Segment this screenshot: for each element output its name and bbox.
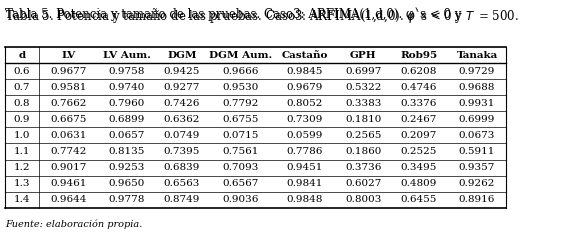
Text: 0.5322: 0.5322 (345, 83, 382, 92)
Text: 0.6455: 0.6455 (400, 195, 437, 204)
Text: 0.9778: 0.9778 (108, 195, 145, 204)
Text: 0.7786: 0.7786 (287, 147, 323, 156)
Text: 0.7093: 0.7093 (222, 163, 259, 172)
Text: 0.9: 0.9 (14, 115, 30, 124)
Text: 0.9931: 0.9931 (459, 99, 495, 108)
Text: 0.9581: 0.9581 (50, 83, 86, 92)
Text: 0.9451: 0.9451 (287, 163, 323, 172)
Text: Castaño: Castaño (282, 51, 328, 60)
Text: DGM: DGM (167, 51, 197, 60)
Text: 0.7662: 0.7662 (50, 99, 86, 108)
Text: 0.9688: 0.9688 (459, 83, 495, 92)
Text: 0.2467: 0.2467 (400, 115, 437, 124)
Text: 0.4809: 0.4809 (400, 179, 437, 188)
Text: 0.9679: 0.9679 (287, 83, 323, 92)
Text: 0.6899: 0.6899 (108, 115, 145, 124)
Text: 0.9425: 0.9425 (164, 67, 200, 76)
Text: 0.7426: 0.7426 (164, 99, 200, 108)
Text: Fuente: elaboración propia.: Fuente: elaboración propia. (5, 219, 143, 229)
Text: 0.6999: 0.6999 (459, 115, 495, 124)
Text: 0.1810: 0.1810 (345, 115, 382, 124)
Text: Rob95: Rob95 (400, 51, 437, 60)
Text: 0.6755: 0.6755 (222, 115, 259, 124)
Text: 0.2097: 0.2097 (400, 131, 437, 140)
Text: 0.9530: 0.9530 (222, 83, 259, 92)
Text: 0.8003: 0.8003 (345, 195, 382, 204)
Text: 0.0631: 0.0631 (50, 131, 86, 140)
Text: 0.0673: 0.0673 (459, 131, 495, 140)
Text: Tabla 5. Potencia y tamaño de las pruebas. Caso3: ARFIMA(1,d,0). φ`s < 0 y: Tabla 5. Potencia y tamaño de las prueba… (5, 7, 465, 21)
Text: 0.0715: 0.0715 (222, 131, 259, 140)
Text: 0.6208: 0.6208 (400, 67, 437, 76)
Text: 1.4: 1.4 (14, 195, 30, 204)
Text: 0.8: 0.8 (14, 99, 30, 108)
Text: 0.9017: 0.9017 (50, 163, 86, 172)
Text: 0.0749: 0.0749 (164, 131, 200, 140)
Text: 1.1: 1.1 (14, 147, 30, 156)
Text: 0.9277: 0.9277 (164, 83, 200, 92)
Text: 0.9848: 0.9848 (287, 195, 323, 204)
Text: 0.7960: 0.7960 (108, 99, 145, 108)
Text: 0.6027: 0.6027 (345, 179, 382, 188)
Text: 1.3: 1.3 (14, 179, 30, 188)
Text: LV Aum.: LV Aum. (103, 51, 150, 60)
Text: Tabla 5. Potencia y tamaño de las pruebas. Caso3: ARFIMA(1,d,0). $\varphi$`s < 0: Tabla 5. Potencia y tamaño de las prueba… (5, 7, 519, 25)
Text: 0.8135: 0.8135 (108, 147, 145, 156)
Text: 0.0657: 0.0657 (108, 131, 145, 140)
Text: 1.0: 1.0 (14, 131, 30, 140)
Text: 0.3495: 0.3495 (400, 163, 437, 172)
Text: 0.9841: 0.9841 (287, 179, 323, 188)
Text: 0.6: 0.6 (14, 67, 30, 76)
Text: 0.9740: 0.9740 (108, 83, 145, 92)
Text: LV: LV (61, 51, 75, 60)
Text: 0.3376: 0.3376 (400, 99, 437, 108)
Text: 0.6567: 0.6567 (222, 179, 259, 188)
Text: 0.6839: 0.6839 (164, 163, 200, 172)
Text: 0.9677: 0.9677 (50, 67, 86, 76)
Text: 0.7395: 0.7395 (164, 147, 200, 156)
Text: 0.2525: 0.2525 (400, 147, 437, 156)
Text: 0.5911: 0.5911 (459, 147, 495, 156)
Text: 0.9357: 0.9357 (459, 163, 495, 172)
Text: 0.8052: 0.8052 (287, 99, 323, 108)
Text: Tanaka: Tanaka (456, 51, 498, 60)
Text: 0.8749: 0.8749 (164, 195, 200, 204)
Text: 0.3383: 0.3383 (345, 99, 382, 108)
Text: 0.2565: 0.2565 (345, 131, 382, 140)
Text: 0.9262: 0.9262 (459, 179, 495, 188)
Text: 0.7309: 0.7309 (287, 115, 323, 124)
Text: 0.1860: 0.1860 (345, 147, 382, 156)
Text: 0.7792: 0.7792 (222, 99, 259, 108)
Text: 0.8916: 0.8916 (459, 195, 495, 204)
Text: 0.6997: 0.6997 (345, 67, 382, 76)
Text: GPH: GPH (350, 51, 376, 60)
Text: DGM Aum.: DGM Aum. (209, 51, 272, 60)
Text: 1.2: 1.2 (14, 163, 30, 172)
Text: 0.9729: 0.9729 (459, 67, 495, 76)
Text: 0.9253: 0.9253 (108, 163, 145, 172)
Text: 0.3736: 0.3736 (345, 163, 382, 172)
Text: 0.6563: 0.6563 (164, 179, 200, 188)
Text: 0.0599: 0.0599 (287, 131, 323, 140)
Text: 0.9666: 0.9666 (222, 67, 259, 76)
Text: 0.6362: 0.6362 (164, 115, 200, 124)
Text: 0.7: 0.7 (14, 83, 30, 92)
Text: 0.9650: 0.9650 (108, 179, 145, 188)
Text: 0.9461: 0.9461 (50, 179, 86, 188)
Text: 0.9644: 0.9644 (50, 195, 86, 204)
Text: 0.6675: 0.6675 (50, 115, 86, 124)
Text: 0.9036: 0.9036 (222, 195, 259, 204)
Text: 0.7561: 0.7561 (222, 147, 259, 156)
Text: 0.9845: 0.9845 (287, 67, 323, 76)
Text: 0.9758: 0.9758 (108, 67, 145, 76)
Text: 0.4746: 0.4746 (400, 83, 437, 92)
Text: d: d (19, 51, 26, 60)
Text: 0.7742: 0.7742 (50, 147, 86, 156)
